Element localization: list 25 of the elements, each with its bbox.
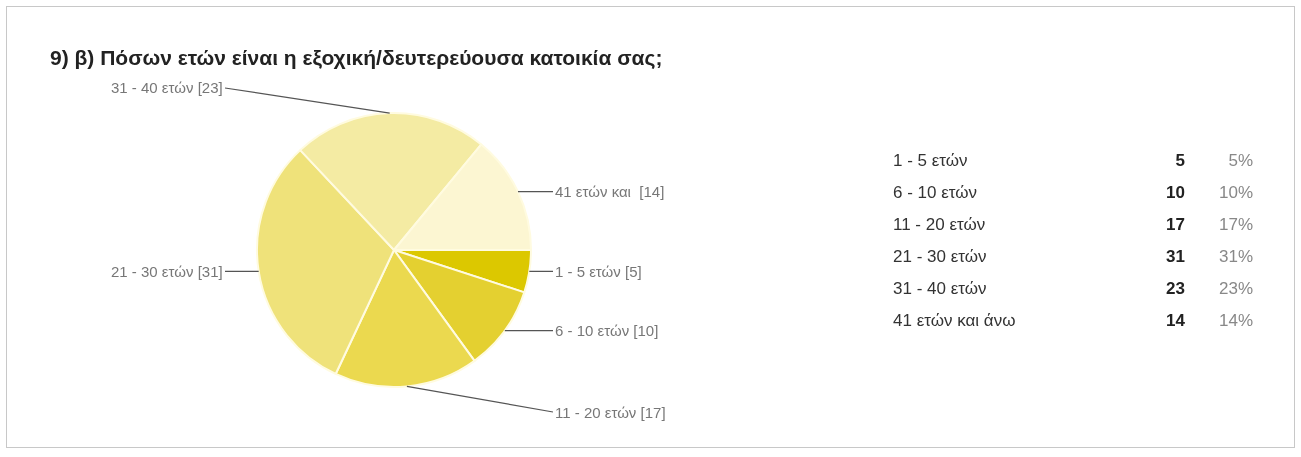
text: 23% [1218, 278, 1253, 300]
category-label: 1 - 5 ετών [893, 150, 968, 172]
data-label: 31 - 40 ετών [23] [111, 79, 223, 96]
text: 10% [1218, 182, 1253, 204]
text: 31% [1218, 246, 1253, 268]
data-label: 5 [1175, 150, 1185, 172]
data-label: 21 - 30 ετών [31] [111, 263, 223, 280]
data-label: 31 [1166, 246, 1185, 268]
text: 14% [1218, 310, 1253, 332]
category-label: 6 - 10 ετών [893, 182, 978, 204]
data-label: 10 [1166, 182, 1185, 204]
data-label: 11 - 20 ετών [17] [555, 404, 666, 421]
data-label: 23 [1166, 278, 1185, 300]
data-label: 1 - 5 ετών [5] [555, 263, 642, 280]
data-label: 14 [1166, 310, 1185, 332]
category-label: 41 ετών και άνω [893, 310, 1016, 332]
text: 17% [1218, 214, 1253, 236]
category-label: 21 - 30 ετών [893, 246, 987, 268]
text: 5% [1228, 150, 1253, 172]
data-label: 41 ετών και [14] [555, 183, 665, 200]
category-label: 11 - 20 ετών [893, 214, 986, 236]
data-label: 17 [1166, 214, 1185, 236]
category-label: 31 - 40 ετών [893, 278, 987, 300]
chart-title: 9) β) Πόσων ετών είναι η εξοχική/δευτερεύουσα κατοικία σας; [50, 46, 663, 71]
data-label: 6 - 10 ετών [10] [555, 322, 659, 339]
